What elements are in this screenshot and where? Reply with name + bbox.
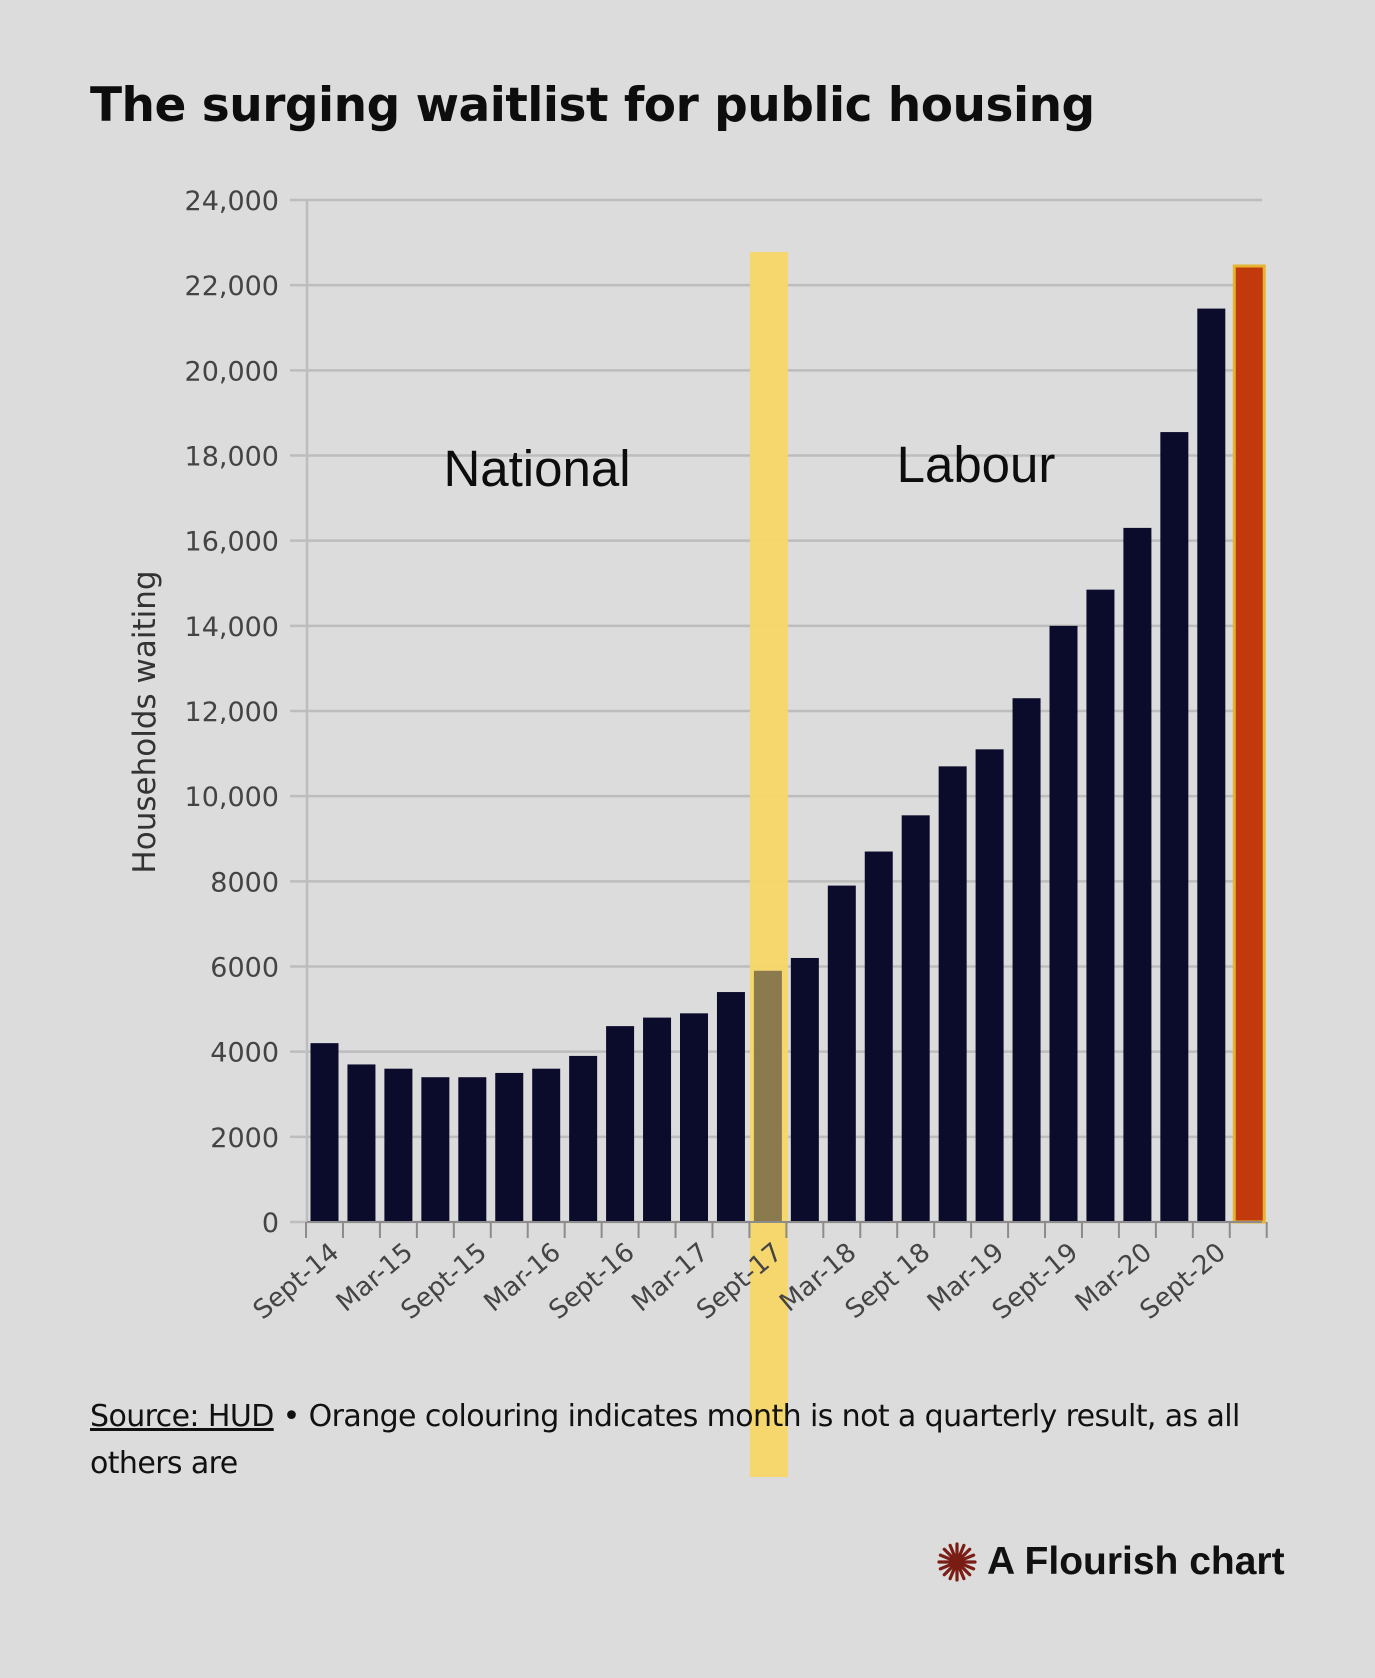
bar[interactable] [827, 885, 856, 1222]
y-tick-label: 24,000 [185, 186, 279, 217]
annotation-labour: Labour [897, 436, 1056, 493]
x-tick-label: Sept 18 [840, 1237, 936, 1325]
bar[interactable] [1012, 698, 1041, 1222]
bar[interactable] [643, 1017, 672, 1222]
y-axis-ticks: 0 2000 4000 6000 8000 10,000 12,000 14,000 16,00… [185, 186, 279, 1239]
flourish-ray [948, 1565, 957, 1581]
bar[interactable] [606, 1026, 635, 1222]
footnote: Source: HUD • Orange colouring indicates… [90, 1393, 1310, 1487]
footnote-text: Orange colouring indicates month is not … [90, 1399, 1240, 1481]
bar[interactable] [901, 815, 930, 1222]
y-tick-label: 20,000 [185, 356, 279, 387]
flourish-ray [948, 1543, 957, 1559]
bar[interactable] [1086, 589, 1115, 1222]
bar[interactable] [716, 992, 745, 1222]
bar[interactable] [680, 1013, 708, 1222]
y-tick-label: 18,000 [185, 442, 279, 473]
y-axis-label: Households waiting [127, 570, 163, 873]
y-tick-label: 14,000 [185, 612, 279, 643]
y-tick-label: 2000 [210, 1123, 279, 1154]
flourish-ray [942, 1547, 955, 1560]
bar[interactable] [310, 1043, 339, 1222]
y-tick-label: 0 [262, 1208, 279, 1239]
bar[interactable] [347, 1064, 376, 1222]
chart-title: The surging waitlist for public housing [90, 78, 1095, 133]
flourish-ray [957, 1565, 966, 1581]
footnote-separator: • [273, 1399, 309, 1434]
bar[interactable] [864, 851, 893, 1222]
x-tick-label: Sept-14 [248, 1237, 345, 1325]
bar[interactable] [1160, 432, 1189, 1222]
bar[interactable] [1049, 625, 1078, 1222]
flourish-credit[interactable]: A Flourish chart [935, 1540, 1285, 1584]
bar[interactable] [790, 957, 819, 1222]
x-axis [305, 1221, 1268, 1238]
credit-text: A Flourish chart [987, 1540, 1285, 1583]
bar[interactable] [1123, 527, 1152, 1222]
bar[interactable] [458, 1077, 487, 1222]
y-tick-label: 8000 [210, 867, 279, 898]
y-tick-label: 12,000 [185, 697, 279, 728]
bars [310, 264, 1266, 1224]
flourish-ray [959, 1564, 972, 1577]
flourish-ray [938, 1562, 954, 1571]
y-tick-label: 22,000 [185, 271, 279, 302]
x-axis-tick-labels: Sept-14Mar-15Sept-15Mar-16Sept-16Mar-17S… [248, 1237, 1232, 1325]
y-tick-label: 10,000 [185, 782, 279, 813]
flourish-ray [959, 1547, 972, 1560]
flourish-ray [942, 1564, 955, 1577]
bar-highlighted[interactable] [1232, 264, 1266, 1224]
bar[interactable] [938, 766, 967, 1222]
flourish-ray [960, 1562, 976, 1571]
bar[interactable] [975, 749, 1004, 1222]
y-tick-label: 4000 [210, 1038, 279, 1069]
bar[interactable] [532, 1068, 561, 1222]
bar[interactable] [569, 1055, 598, 1222]
flourish-ray [960, 1553, 976, 1562]
bar[interactable] [384, 1068, 413, 1222]
bar[interactable] [1197, 308, 1226, 1222]
bar-chart: 0 2000 4000 6000 8000 10,000 12,000 14,000 16,00… [127, 186, 1268, 1477]
source-link[interactable]: Source: HUD [90, 1399, 274, 1434]
y-tick-label: 6000 [210, 953, 279, 984]
annotation-national: National [443, 440, 630, 497]
flourish-logo-icon [937, 1542, 977, 1582]
election-band-overlay [749, 252, 788, 1477]
flourish-ray [938, 1553, 954, 1562]
bar[interactable] [421, 1077, 450, 1222]
flourish-ray [957, 1543, 966, 1559]
bar[interactable] [495, 1072, 524, 1222]
election-band-overlay-rect [749, 252, 788, 1477]
y-tick-label: 16,000 [185, 527, 279, 558]
